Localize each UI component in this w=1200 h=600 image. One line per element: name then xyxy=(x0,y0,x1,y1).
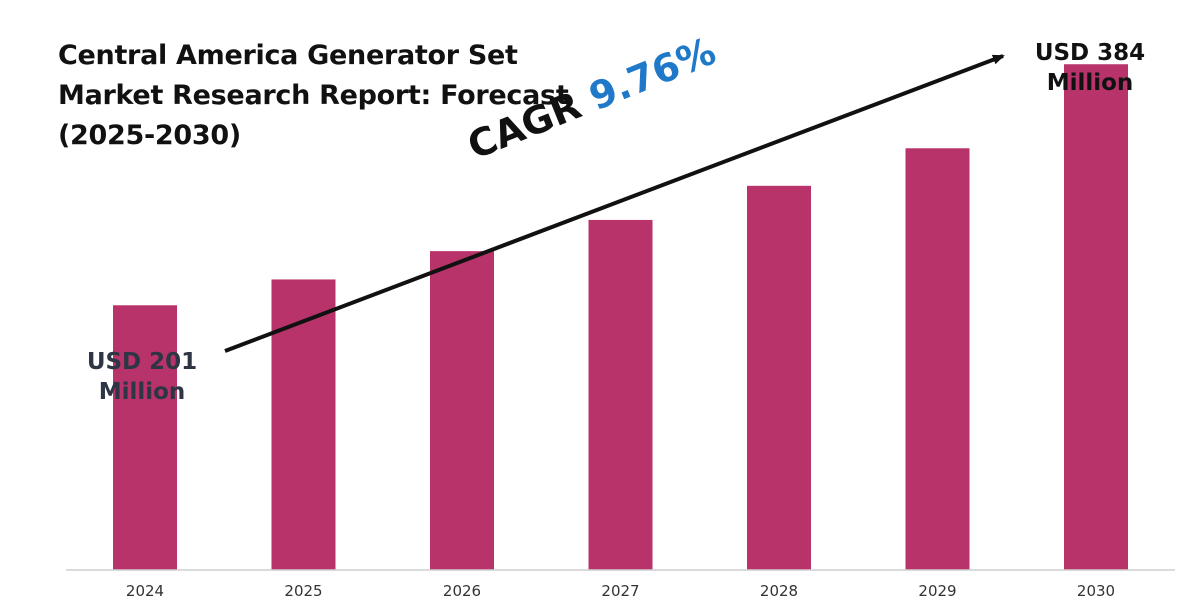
bar-2030 xyxy=(1064,64,1128,571)
start-value-line-2: Million xyxy=(98,379,186,405)
x-tick-label-2030: 2030 xyxy=(1077,582,1115,600)
x-tick-labels: 2024 2025 2026 2027 2028 2029 2030 xyxy=(126,582,1115,600)
end-value-annotation: USD 384 Million xyxy=(1010,38,1170,98)
x-tick-label-2026: 2026 xyxy=(443,582,481,600)
bar-2028 xyxy=(747,185,811,570)
start-value-line-1: USD 201 xyxy=(86,349,198,375)
bar-2029 xyxy=(905,148,970,570)
end-value-line-1: USD 384 xyxy=(1034,40,1146,66)
chart-title: Central America Generator Set Market Res… xyxy=(58,36,618,156)
title-line-2: Market Research Report: Forecast xyxy=(58,80,569,111)
x-tick-label-2024: 2024 xyxy=(126,582,164,600)
x-tick-label-2029: 2029 xyxy=(918,582,956,600)
cagr-arrow xyxy=(224,54,1005,353)
title-line-1: Central America Generator Set xyxy=(58,40,518,71)
start-value-annotation: USD 201 Million xyxy=(72,347,212,407)
end-value-line-2: Million xyxy=(1046,70,1134,96)
bars-group xyxy=(113,64,1128,571)
x-tick-label-2027: 2027 xyxy=(601,582,639,600)
bar-2024 xyxy=(113,305,177,570)
bar-2027 xyxy=(588,219,653,571)
bar-2026 xyxy=(430,251,494,570)
title-line-3: (2025-2030) xyxy=(58,120,241,151)
x-tick-label-2025: 2025 xyxy=(284,582,322,600)
x-tick-label-2028: 2028 xyxy=(760,582,798,600)
